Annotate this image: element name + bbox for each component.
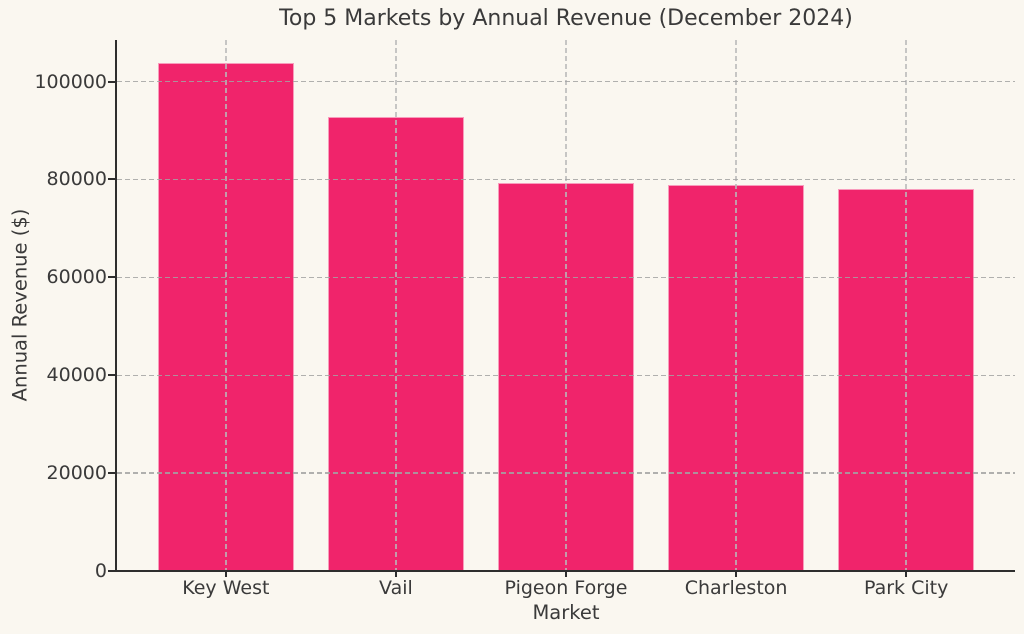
x-tick-label: Key West — [182, 577, 270, 599]
x-tick-mark — [224, 572, 227, 577]
x-axis-label: Market — [532, 601, 600, 624]
y-tick-mark — [108, 178, 115, 181]
chart-title: Top 5 Markets by Annual Revenue (Decembe… — [279, 6, 853, 31]
x-tick-mark — [394, 572, 397, 577]
y-tick-label: 80000 — [46, 168, 107, 191]
y-tick-label: 60000 — [46, 266, 107, 289]
y-axis-spine — [115, 40, 117, 572]
x-tick-mark — [565, 572, 567, 577]
y-tick-mark — [108, 472, 115, 475]
y-tick-label: 20000 — [46, 462, 107, 485]
y-tick-mark — [108, 374, 115, 377]
y-tick-mark — [108, 570, 115, 572]
bar-vail — [327, 116, 464, 571]
bar-pigeon-forge — [497, 183, 635, 571]
x-tick-label: Pigeon Forge — [504, 577, 628, 599]
bar-key-west — [157, 62, 294, 571]
y-tick-label: 0 — [94, 560, 107, 582]
bar-charleston — [668, 184, 805, 571]
bar-park-city — [838, 188, 975, 571]
y-tick-label: 40000 — [46, 364, 107, 387]
x-axis-spine — [115, 570, 1015, 572]
x-tick-mark — [735, 572, 738, 577]
plot-area — [117, 40, 1015, 571]
x-tick-label: Park City — [863, 577, 949, 599]
y-tick-mark — [108, 80, 115, 83]
x-tick-label: Charleston — [684, 577, 788, 599]
y-tick-label: 100000 — [34, 70, 107, 93]
y-tick-mark — [108, 276, 115, 279]
x-tick-mark — [905, 572, 908, 577]
x-tick-label: Vail — [379, 577, 413, 599]
